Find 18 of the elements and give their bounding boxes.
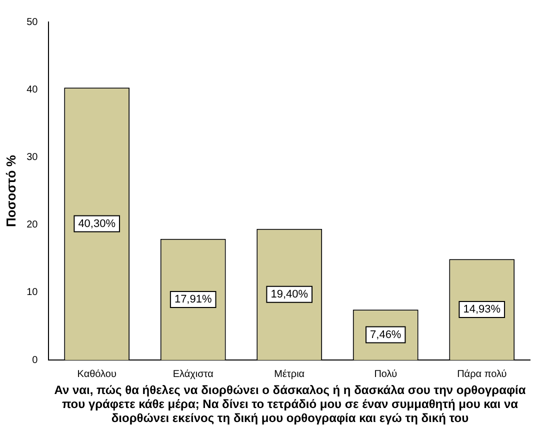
x-tick-label: Πολύ [374, 368, 398, 380]
data-label: 14,93% [463, 304, 501, 316]
y-tick-label: 50 [26, 16, 38, 28]
x-tick-label: Καθόλου [77, 368, 116, 380]
data-label: 40,30% [78, 218, 116, 230]
data-label: 17,91% [174, 293, 212, 306]
y-tick-label: 0 [32, 354, 38, 366]
y-tick-label: 30 [26, 152, 38, 163]
x-tick-label: Μέτρια [274, 368, 305, 380]
data-label: 7,46% [370, 328, 402, 341]
x-tick-label: Ελάχιστα [172, 368, 214, 380]
data-label: 19,40% [270, 288, 308, 300]
x-axis-title: Αν ναι, πώς θα ήθελες να διορθώνει ο δάσκαλος ή η δασκάλα σου την ορθογραφία που γράφετε κάθε μέρα; Να δίνει το τετράδιό μου σε έναν συμμαθητή μου και να διορθώνει εκείνος τη δική μου ορθογραφία και εγώ τη δική του [53, 383, 527, 425]
y-tick-label: 20 [26, 220, 38, 231]
y-tick-label: 40 [26, 84, 38, 96]
y-tick-label: 10 [26, 287, 38, 298]
x-tick-label: Πάρα πολύ [457, 368, 507, 380]
y-axis-title: Ποσοστό % [3, 154, 18, 227]
